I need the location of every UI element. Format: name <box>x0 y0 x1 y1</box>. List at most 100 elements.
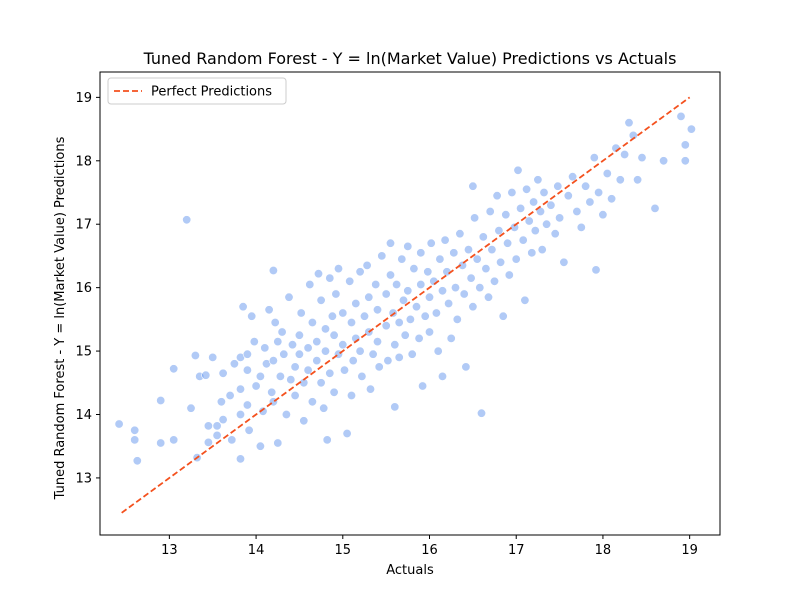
y-tick-label: 19 <box>75 91 92 106</box>
data-point <box>346 317 356 327</box>
data-point <box>186 403 196 413</box>
x-tick-label: 18 <box>595 543 612 558</box>
data-point <box>273 337 283 347</box>
axes-frame <box>99 71 721 536</box>
data-point <box>591 265 601 275</box>
data-point <box>281 409 291 419</box>
data-point <box>437 371 447 381</box>
data-point <box>485 207 495 217</box>
data-point <box>247 311 257 321</box>
data-point <box>424 292 434 302</box>
y-tick-label: 16 <box>75 281 92 296</box>
data-point <box>225 390 235 400</box>
data-point <box>348 356 358 366</box>
data-point <box>312 337 322 347</box>
data-point <box>299 416 309 426</box>
data-point <box>286 375 296 385</box>
data-point <box>470 213 480 223</box>
legend-box <box>107 77 287 105</box>
data-point <box>132 456 142 466</box>
data-point <box>463 245 473 255</box>
data-point <box>444 298 454 308</box>
data-point <box>362 260 372 270</box>
data-point <box>212 421 222 431</box>
x-tick-label: 14 <box>248 543 265 558</box>
data-point <box>394 317 404 327</box>
data-point <box>594 188 604 198</box>
data-point <box>537 245 547 255</box>
data-point <box>264 305 274 315</box>
data-point <box>426 238 436 248</box>
data-point <box>509 222 519 232</box>
data-point <box>468 302 478 312</box>
data-point <box>513 165 523 175</box>
data-point <box>680 140 690 150</box>
data-point <box>633 175 643 185</box>
data-point <box>522 184 532 194</box>
data-point <box>307 317 317 327</box>
data-point <box>290 362 300 372</box>
data-point <box>303 343 313 353</box>
data-point <box>284 292 294 302</box>
x-tick-label: 15 <box>335 543 352 558</box>
data-point <box>511 254 521 264</box>
data-point <box>539 188 549 198</box>
data-point <box>238 302 248 312</box>
data-point <box>472 254 482 264</box>
data-point <box>355 346 365 356</box>
y-tick-label: 14 <box>75 408 92 423</box>
data-point <box>383 356 393 366</box>
data-point <box>114 419 124 429</box>
data-point <box>203 437 213 447</box>
data-point <box>325 273 335 283</box>
data-point <box>530 226 540 236</box>
data-point <box>365 384 375 394</box>
data-point <box>435 254 445 264</box>
data-point <box>452 314 462 324</box>
data-point <box>216 397 226 407</box>
data-point <box>236 409 246 419</box>
data-point <box>598 210 608 220</box>
data-point <box>420 311 430 321</box>
data-point <box>555 213 565 223</box>
data-point <box>190 350 200 360</box>
data-point <box>518 235 528 245</box>
data-point <box>680 156 690 166</box>
data-point <box>203 421 213 431</box>
data-point <box>550 229 560 239</box>
data-point <box>277 327 287 337</box>
data-point <box>346 390 356 400</box>
data-point <box>377 251 387 261</box>
data-point <box>659 156 669 166</box>
data-point <box>433 346 443 356</box>
data-point <box>333 264 343 274</box>
data-point <box>409 264 419 274</box>
data-point <box>372 305 382 315</box>
data-point <box>424 327 434 337</box>
data-point <box>576 222 586 232</box>
data-point <box>405 314 415 324</box>
data-point <box>492 191 502 201</box>
data-point <box>251 381 261 391</box>
data-point <box>400 330 410 340</box>
data-point <box>260 343 270 353</box>
data-point <box>615 175 625 185</box>
data-point <box>563 191 573 201</box>
data-point <box>279 349 289 359</box>
legend-label: Perfect Predictions <box>151 85 272 100</box>
data-point <box>312 356 322 366</box>
x-tick-label: 13 <box>161 543 178 558</box>
data-point <box>533 175 543 185</box>
data-point <box>449 248 459 258</box>
data-point <box>440 235 450 245</box>
data-point <box>327 311 337 321</box>
data-point <box>325 368 335 378</box>
data-point <box>229 359 239 369</box>
data-point <box>319 403 329 413</box>
data-point <box>624 118 634 128</box>
y-tick-label: 17 <box>75 218 92 233</box>
chart-title: Tuned Random Forest - Y = ln(Market Valu… <box>143 49 677 68</box>
data-point <box>156 438 166 448</box>
data-point <box>388 308 398 318</box>
